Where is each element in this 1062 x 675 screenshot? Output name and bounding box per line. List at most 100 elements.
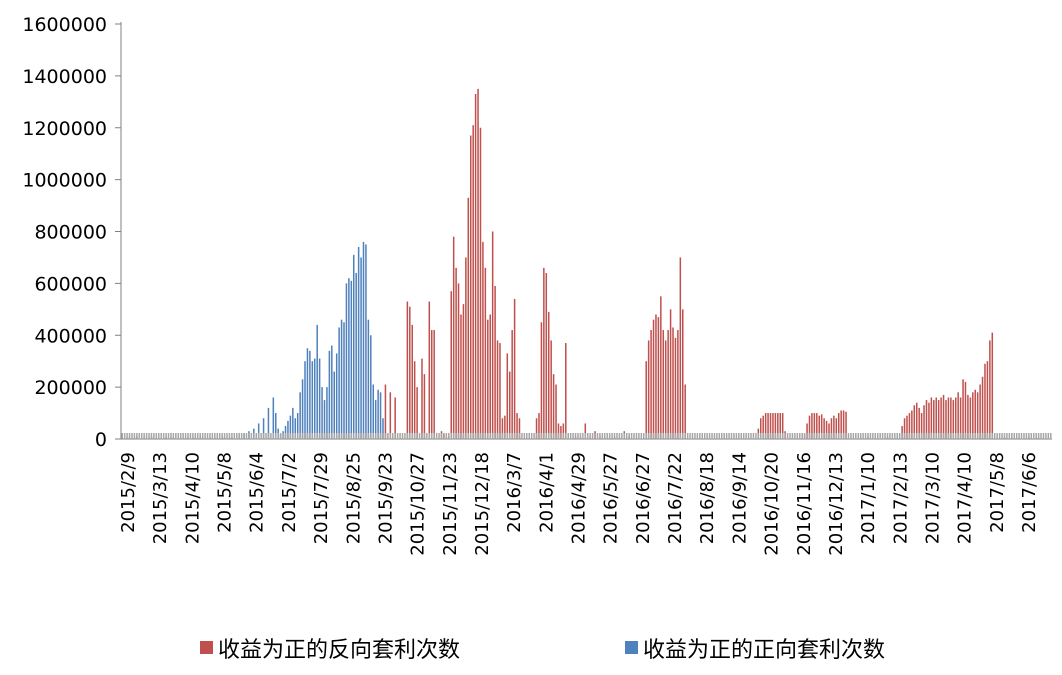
bar-forward-arbitrage [289, 415, 292, 439]
baseline-stub [352, 433, 355, 439]
baseline-stub [357, 433, 360, 439]
baseline-stub [803, 433, 806, 439]
baseline-stub [243, 433, 245, 439]
baseline-stub [879, 433, 881, 439]
baseline-stub [328, 433, 331, 439]
baseline-stub [945, 433, 947, 439]
bar-reverse-arbitrage [952, 400, 955, 439]
baseline-stub [1013, 433, 1015, 439]
bar-forward-arbitrage [338, 327, 340, 439]
baseline-stub [204, 433, 206, 439]
baseline-stub [947, 433, 950, 439]
bar-reverse-arbitrage [830, 418, 833, 439]
baseline-stub [209, 433, 211, 439]
bar-reverse-arbitrage [469, 135, 472, 439]
baseline-stub [974, 433, 976, 439]
x-tick-label: 2017/2/13 [890, 452, 911, 544]
x-tick-label: 2015/9/23 [375, 452, 396, 544]
bar-forward-arbitrage [352, 254, 355, 439]
baseline-stub [830, 433, 833, 439]
baseline-stub [214, 433, 216, 439]
bar-forward-arbitrage [257, 423, 260, 439]
x-tick-label: 2015/2/9 [118, 452, 139, 533]
bar-reverse-arbitrage [930, 397, 933, 439]
baseline-stub [808, 433, 811, 439]
x-tick-label: 2017/4/10 [955, 452, 976, 544]
baseline-stub [1015, 433, 1018, 439]
baseline-stub [628, 433, 630, 439]
bar-forward-arbitrage [321, 387, 323, 440]
baseline-stub [399, 433, 401, 439]
baseline-stub [662, 433, 665, 439]
baseline-stub [864, 433, 867, 439]
baseline-stub [594, 433, 596, 439]
baseline-stub [333, 433, 336, 439]
baseline-stub [643, 433, 645, 439]
baseline-stub [323, 433, 326, 439]
baseline-stub [443, 433, 445, 439]
baseline-stub [489, 433, 491, 439]
baseline-stub [842, 433, 845, 439]
baseline-stub [579, 433, 582, 439]
bar-reverse-arbitrage [976, 392, 979, 439]
x-tick-label: 2016/11/16 [794, 452, 815, 556]
bar-reverse-arbitrage [923, 405, 925, 439]
bar-reverse-arbitrage [774, 413, 777, 439]
baseline-stub [260, 433, 262, 439]
y-axis-ticks: 0 200000 400000 600000 800000 1000000 1200000 1… [22, 14, 121, 451]
baseline-stub [794, 433, 796, 439]
baseline-stub [750, 433, 752, 439]
bar-forward-arbitrage [296, 413, 299, 439]
baseline-stub [981, 433, 984, 439]
baseline-stub [572, 433, 574, 439]
baseline-stub [940, 433, 942, 439]
bar-reverse-arbitrage [652, 319, 655, 439]
x-tick-label: 2016/10/20 [762, 452, 783, 556]
baseline-stub [1042, 433, 1045, 439]
bar-reverse-arbitrage [394, 397, 396, 439]
baseline-stub [850, 433, 852, 439]
baseline-stub [730, 433, 733, 439]
baseline-stub [606, 433, 608, 439]
baseline-stub [667, 433, 669, 439]
baseline-stub [574, 433, 577, 439]
baseline-stub [362, 433, 365, 439]
baseline-stub [547, 433, 550, 439]
baseline-stub [857, 433, 859, 439]
bar-reverse-arbitrage [769, 413, 772, 439]
bar-reverse-arbitrage [967, 394, 969, 439]
baseline-stub [1018, 433, 1020, 439]
x-tick-label: 2015/10/27 [408, 452, 429, 556]
baseline-stub [935, 433, 937, 439]
baseline-stub [884, 433, 886, 439]
baseline-stub [657, 433, 660, 439]
baseline-stub [469, 433, 472, 439]
baseline-stub [445, 433, 448, 439]
bar-forward-arbitrage [275, 413, 277, 439]
bar-reverse-arbitrage [552, 374, 555, 439]
bar-reverse-arbitrage [450, 291, 452, 439]
baseline-stub [781, 433, 784, 439]
baseline-stub [491, 433, 494, 439]
bar-reverse-arbitrage [555, 384, 557, 439]
baseline-stub [752, 433, 755, 439]
bar-reverse-arbitrage [937, 400, 940, 439]
baseline-stub [937, 433, 940, 439]
baseline-stub [708, 433, 711, 439]
bar-forward-arbitrage [370, 335, 372, 439]
bar-forward-arbitrage [318, 358, 321, 439]
baseline-stub [236, 433, 238, 439]
bar-forward-arbitrage [350, 280, 353, 439]
baseline-stub [265, 433, 267, 439]
baseline-stub [923, 433, 925, 439]
baseline-stub [158, 433, 160, 439]
baseline-stub [499, 433, 501, 439]
bar-reverse-arbitrage [565, 343, 567, 439]
bar-reverse-arbitrage [584, 423, 587, 439]
bar-reverse-arbitrage [516, 413, 518, 439]
baseline-stub [172, 433, 175, 439]
baseline-stub [928, 433, 930, 439]
baseline-stub [428, 433, 431, 439]
baseline-stub [426, 433, 428, 439]
